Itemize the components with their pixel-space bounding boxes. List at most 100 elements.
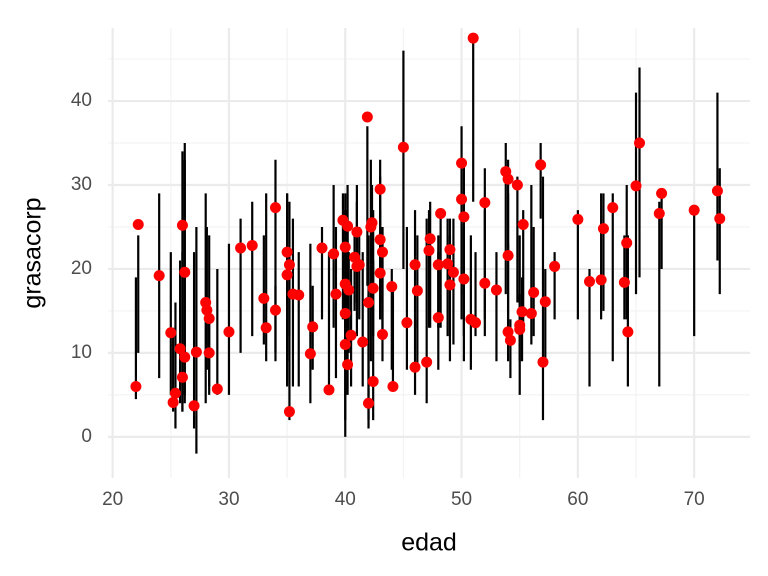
point [409, 361, 421, 373]
point [634, 137, 646, 149]
x-axis-title: edad [401, 529, 457, 557]
point [621, 237, 633, 249]
x-tick-label: 50 [451, 489, 472, 510]
point [374, 183, 386, 195]
point [423, 244, 435, 256]
point [174, 343, 186, 355]
point [367, 375, 379, 387]
point [607, 202, 619, 214]
point [714, 213, 726, 225]
point [169, 387, 181, 399]
point [572, 213, 584, 225]
point [653, 208, 665, 220]
point [165, 327, 177, 339]
point [630, 180, 642, 192]
point [447, 266, 459, 278]
point [656, 187, 668, 199]
point [343, 284, 355, 296]
point [376, 328, 388, 340]
point [517, 218, 529, 230]
point [363, 397, 375, 409]
point [458, 211, 470, 223]
point [470, 317, 482, 329]
point [316, 242, 328, 254]
point [283, 406, 295, 418]
point [330, 288, 342, 300]
point [345, 329, 357, 341]
point [258, 292, 270, 304]
point [458, 273, 470, 285]
point [357, 336, 369, 348]
y-tick-label: 20 [71, 258, 92, 279]
point [130, 380, 142, 392]
point [401, 317, 413, 329]
point [179, 351, 191, 363]
point [409, 259, 421, 271]
point [179, 266, 191, 278]
point [342, 220, 354, 232]
y-axis-title: grasacorp [19, 197, 47, 308]
point [281, 246, 293, 258]
x-tick-label: 20 [102, 489, 123, 510]
point [387, 380, 399, 392]
point [584, 276, 595, 288]
point [537, 356, 549, 368]
x-tick-label: 30 [218, 489, 239, 510]
point [444, 279, 456, 291]
point [421, 356, 433, 368]
point [618, 276, 630, 288]
point [269, 304, 281, 316]
point [188, 400, 200, 412]
point [549, 260, 561, 272]
point [167, 396, 179, 408]
point [203, 347, 215, 359]
point [246, 239, 258, 251]
point [190, 346, 202, 358]
point [307, 321, 319, 333]
point [353, 259, 365, 271]
point [132, 218, 144, 230]
point [514, 323, 526, 335]
point [386, 281, 398, 293]
point [435, 208, 447, 220]
point [293, 289, 305, 301]
point [176, 371, 188, 383]
point [397, 141, 409, 153]
point [376, 246, 388, 258]
point [539, 296, 551, 308]
point [456, 193, 468, 205]
point [502, 173, 514, 185]
x-tick-label: 70 [684, 489, 705, 510]
point [361, 111, 373, 123]
point [339, 241, 351, 253]
point [479, 197, 491, 209]
point [516, 306, 528, 318]
y-tick-label: 10 [71, 342, 92, 363]
point [339, 339, 351, 351]
point [622, 326, 634, 338]
point [269, 202, 281, 214]
point [223, 326, 235, 338]
point [490, 284, 502, 296]
point [342, 359, 354, 371]
point [323, 384, 335, 396]
point [411, 285, 423, 297]
point [597, 223, 609, 235]
point [502, 250, 514, 262]
point [374, 234, 386, 246]
point [153, 270, 165, 282]
point [235, 242, 247, 254]
x-tick-label: 40 [335, 489, 356, 510]
point [211, 383, 223, 395]
y-tick-label: 0 [81, 426, 92, 447]
point [442, 258, 454, 270]
point [432, 312, 444, 324]
point [444, 244, 456, 256]
point [688, 204, 700, 216]
point [424, 233, 436, 245]
point [283, 259, 295, 271]
point [525, 307, 537, 319]
point [502, 326, 514, 338]
point [176, 219, 188, 231]
